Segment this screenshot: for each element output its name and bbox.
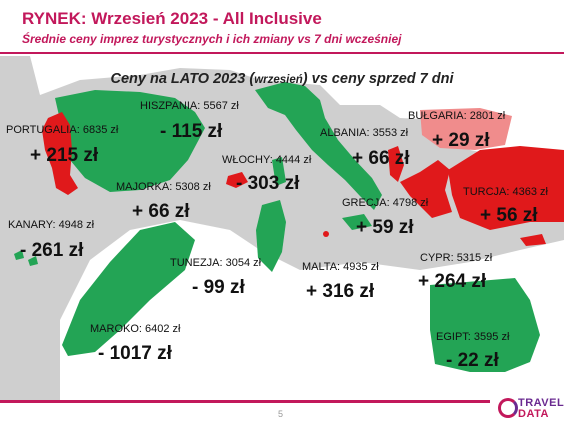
page-number: 5 — [278, 409, 284, 419]
land-malta — [323, 231, 329, 237]
label-kanary: KANARY: 4948 zł — [8, 219, 95, 231]
label-malta: MALTA: 4935 zł — [302, 261, 379, 273]
label-albania: ALBANIA: 3553 zł — [320, 127, 409, 139]
change-hiszpania: - 115 zł — [160, 121, 223, 142]
label-maroko: MAROKO: 6402 zł — [90, 323, 181, 335]
change-portugalia: + 215 zł — [30, 145, 99, 166]
land-cyprus — [520, 234, 546, 246]
change-malta: + 316 zł — [306, 281, 375, 302]
land-tunisia — [256, 200, 286, 272]
land-canary-2 — [28, 256, 38, 266]
land-bulgaria — [420, 108, 512, 150]
change-majorka: + 66 zł — [132, 201, 190, 222]
change-maroko: - 1017 zł — [98, 343, 172, 364]
label-egipt: EGIPT: 3595 zł — [436, 331, 510, 343]
land-portugal — [42, 112, 78, 195]
land-albania — [388, 146, 404, 182]
label-wlochy: WŁOCHY: 4444 zł — [222, 154, 312, 166]
change-grecja: + 59 zł — [356, 217, 414, 238]
change-cypr: + 264 zł — [418, 271, 487, 292]
change-wlochy: - 303 zł — [236, 173, 300, 194]
land-canary-1 — [14, 250, 24, 260]
land-greece — [400, 160, 452, 218]
land-majorca — [226, 172, 248, 188]
label-bulgaria: BUŁGARIA: 2801 zł — [408, 110, 506, 122]
label-portugalia: PORTUGALIA: 6835 zł — [6, 124, 119, 136]
change-albania: + 66 zł — [352, 148, 410, 169]
map — [0, 56, 564, 400]
land-italy — [255, 82, 382, 210]
page-subtitle: Średnie ceny imprez turystycznych i ich … — [22, 32, 402, 46]
label-cypr: CYPR: 5315 zł — [420, 252, 493, 264]
footer-divider — [0, 400, 490, 403]
change-turcja: + 56 zł — [480, 205, 538, 226]
land-europe — [30, 56, 564, 160]
travel-data-logo: TRAVEL DATA — [497, 396, 564, 422]
land-morocco — [62, 222, 195, 356]
change-bulgaria: + 29 zł — [432, 130, 490, 151]
page-title: RYNEK: Wrzesień 2023 - All Inclusive — [22, 9, 322, 28]
header-divider — [0, 52, 564, 54]
label-grecja: GRECJA: 4798 zł — [342, 197, 429, 209]
land-turkey — [448, 146, 564, 230]
map-svg — [14, 56, 564, 400]
land-spain — [55, 90, 205, 192]
change-tunezja: - 99 zł — [192, 277, 245, 298]
map-title: Ceny na LATO 2023 (wrzesień) vs ceny spr… — [110, 71, 454, 87]
change-kanary: - 261 zł — [20, 240, 84, 261]
label-tunezja: TUNEZJA: 3054 zł — [170, 257, 262, 269]
label-hiszpania: HISZPANIA: 5567 zł — [140, 100, 239, 112]
land-sardinia — [272, 157, 286, 186]
change-egipt: - 22 zł — [446, 350, 499, 371]
land-egypt — [430, 278, 540, 372]
label-majorka: MAJORKA: 5308 zł — [116, 181, 211, 193]
land-sicily — [342, 214, 372, 230]
label-turcja: TURCJA: 4363 zł — [463, 186, 548, 198]
logo-ring-icon — [498, 398, 518, 418]
